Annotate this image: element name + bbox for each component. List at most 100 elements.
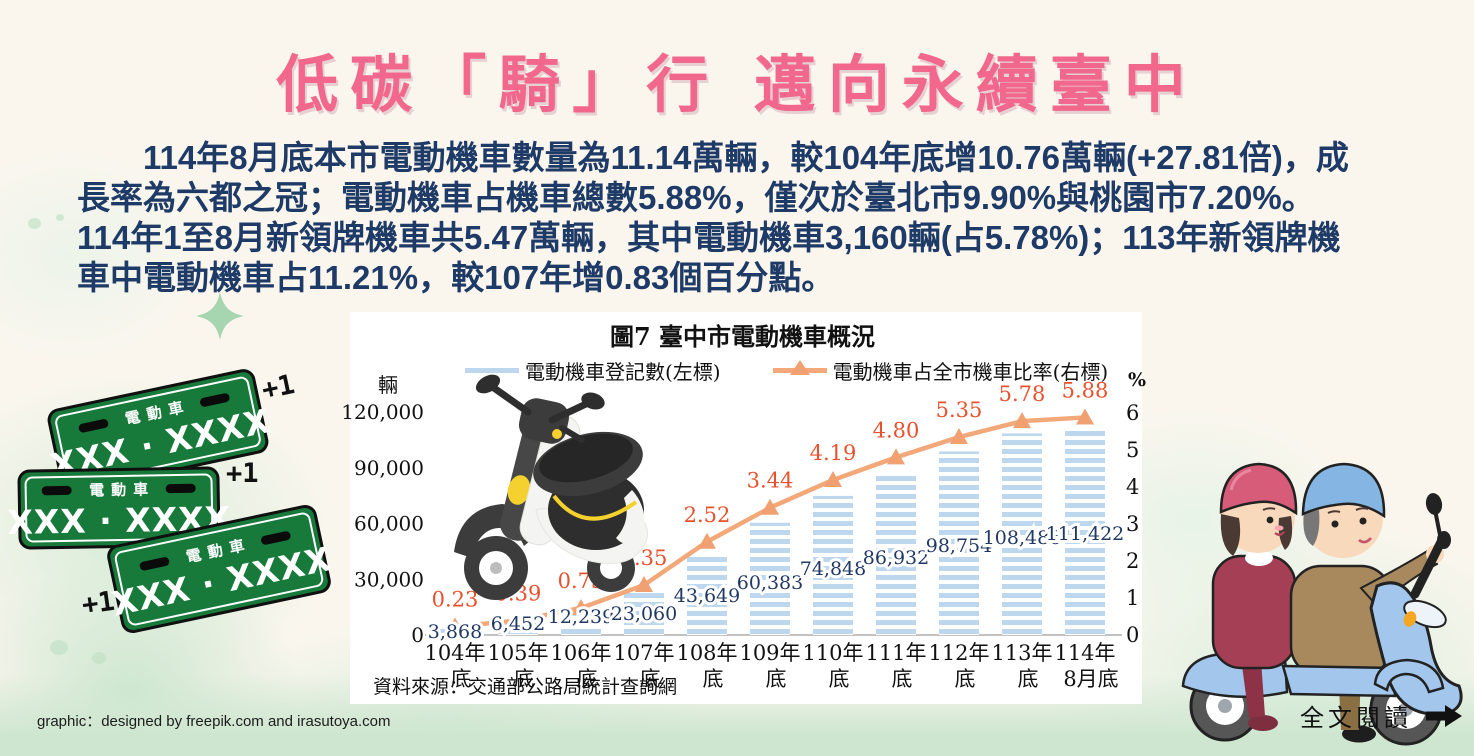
triangle-marker [824,470,842,487]
legend-label: 電動機車登記數(左標) [525,360,721,384]
bar-value-label: 74,848 [800,558,866,580]
rate-label: 4.80 [873,418,920,442]
summary-paragraph: 114年8月底本市電動機車數量為11.14萬輛，較104年底增10.76萬輛(+… [77,138,1407,298]
right-axis-tick: 2 [1126,549,1139,573]
x-axis-label: 114年 [1054,641,1115,665]
sparkle-star-icon [196,292,244,340]
triangle-marker [950,428,968,445]
right-axis-tick: 6 [1126,401,1139,425]
right-axis-tick: 4 [1126,475,1139,499]
left-axis-tick: 60,000 [354,512,424,536]
chart-legend: 電動機車登記數(左標) 電動機車占全市機車比率(右標) [465,356,1108,385]
x-axis-label: 109年 [739,641,800,665]
right-arrow-icon [1426,704,1462,727]
bar [876,473,916,635]
paragraph-line: 車中電動機車占11.21%，較107年增0.83個百分點。 [77,259,835,296]
screw-slot-icon [259,530,291,546]
triangle-marker [761,498,779,515]
graphic-credit: graphic：designed by freepik.com and iras… [37,713,391,730]
bar-value-label: 6,452 [491,613,545,635]
left-axis-tick: 30,000 [354,567,424,591]
legend-line-swatch [772,360,827,375]
rate-label: 3.44 [747,469,794,493]
x-axis-label: 113年 [991,641,1052,665]
bar-value-label: 60,383 [737,572,803,594]
legend-line-swatch [465,368,519,373]
x-axis-label: 底 [892,667,913,691]
triangle-marker [635,576,653,593]
rate-label: 0.23 [432,587,479,611]
paragraph-line: 114年8月底本市電動機車數量為11.14萬輛，較104年底增10.76萬輛(+… [77,139,1349,176]
plate-type-label: 電動車 [89,481,156,500]
rate-label: 5.88 [1062,378,1109,402]
background-dot [92,652,106,664]
page-title: 低碳「騎」行 邁向永續臺中 [276,48,1198,121]
left-axis-tick: 90,000 [354,456,424,480]
x-axis-label: 底 [1018,667,1039,691]
screw-slot-icon [42,485,73,496]
bar [939,451,979,635]
screw-slot-icon [139,556,171,572]
triangle-marker [572,598,590,615]
read-more-link[interactable]: 全文閱讀 [1300,698,1462,733]
bar-value-label: 12,239 [548,606,614,628]
x-axis-label: 底 [829,667,850,691]
chart-title: 圖7 臺中市電動機車概況 [609,322,876,351]
right-axis-tick: 5 [1126,438,1139,462]
background-dot [50,640,68,655]
bar [813,495,853,635]
x-axis-label: 底 [766,667,787,691]
screw-slot-icon [198,392,230,408]
plate-header: 電動車 [42,478,196,502]
paragraph-line: 114年1至8月新領牌機車共5.47萬輛，其中電動機車3,160輛(占5.78%… [77,219,1341,256]
legend-item-line: 電動機車占全市機車比率(右標) [772,356,1109,385]
bar-value-label: 86,932 [863,547,929,569]
plus-one-label: +1 [80,585,117,622]
screw-slot-icon [78,418,110,434]
paragraph-line: 長率為六都之冠；電動機車占機車總數5.88%，僅次於臺北市9.90%與桃園市7.… [77,179,1315,216]
left-axis-tick: 120,000 [341,400,424,424]
chart-panel: 圖7 臺中市電動機車概況 電動機車登記數(左標) 電動機車占全市機車比率(右標)… [341,312,1146,704]
background-dot [28,218,41,229]
triangle-marker [887,448,905,465]
x-axis-label: 底 [703,667,724,691]
x-axis-label: 底 [955,667,976,691]
bar-value-label: 98,754 [926,535,992,557]
x-axis-label: 107年 [613,641,674,665]
triangle-marker-icon [789,360,810,375]
right-axis-tick: 3 [1126,512,1139,536]
read-more-label: 全文閱讀 [1300,704,1412,732]
rate-label: 5.78 [999,382,1046,406]
bar-value-label: 43,649 [674,585,740,607]
escooter-illustration [454,374,648,600]
bar-value-label: 3,868 [428,621,482,643]
plus-one-label: +1 [226,458,259,489]
rate-label: 4.19 [810,441,857,465]
x-axis-label: 105年 [487,641,548,665]
x-axis-label: 8月底 [1063,667,1118,691]
x-axis-label: 108年 [676,641,737,665]
x-axis-label: 111年 [865,641,926,665]
bar-value-label: 23,060 [611,603,677,625]
legend-label: 電動機車占全市機車比率(右標) [832,360,1109,384]
x-axis-label: 110年 [802,641,863,665]
right-axis-unit: % [1128,369,1146,391]
legend-item-bars: 電動機車登記數(左標) [465,356,721,385]
bar [750,522,790,635]
chart-source: 資料來源：交通部公路局統計查詢網 [373,676,678,698]
background-dot [56,214,64,221]
screw-slot-icon [165,483,196,494]
x-axis-label: 106年 [550,641,611,665]
rate-label: 2.52 [684,503,731,527]
left-axis-tick: 0 [411,623,424,647]
right-axis-tick: 0 [1126,623,1139,647]
x-axis-label: 104年 [424,641,485,665]
rate-label: 5.35 [936,398,983,422]
triangle-marker [1013,412,1031,429]
plus-one-label: +1 [259,368,298,407]
x-axis-label: 112年 [928,641,989,665]
triangle-marker [698,532,716,549]
bar-value-label: 111,422 [1046,523,1125,545]
left-axis-unit: 輛 [378,373,398,397]
